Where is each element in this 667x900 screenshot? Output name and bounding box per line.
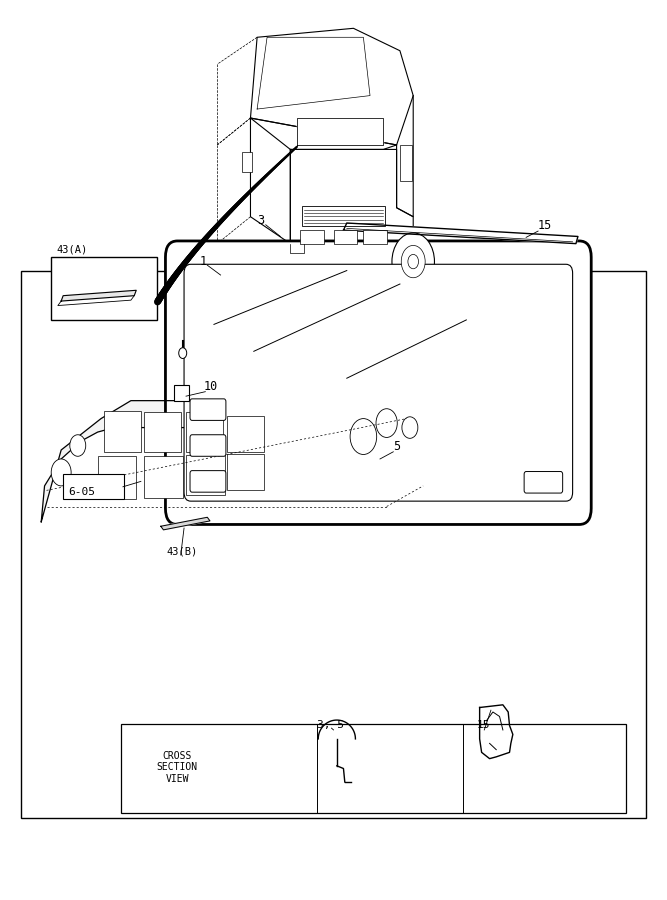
Circle shape bbox=[179, 347, 187, 358]
Bar bbox=[364, 230, 387, 244]
Bar bbox=[21, 271, 646, 818]
Bar bbox=[186, 455, 225, 495]
Polygon shape bbox=[297, 118, 384, 145]
Polygon shape bbox=[290, 149, 414, 257]
Polygon shape bbox=[251, 118, 290, 244]
Polygon shape bbox=[161, 518, 210, 530]
FancyBboxPatch shape bbox=[165, 241, 591, 525]
Text: 3, 5: 3, 5 bbox=[317, 720, 344, 730]
Polygon shape bbox=[61, 291, 136, 302]
Polygon shape bbox=[344, 223, 578, 244]
Bar bbox=[242, 152, 252, 172]
Circle shape bbox=[402, 246, 425, 278]
Bar bbox=[104, 411, 141, 452]
Bar bbox=[301, 206, 385, 226]
Polygon shape bbox=[251, 118, 397, 149]
Bar bbox=[300, 230, 323, 244]
FancyBboxPatch shape bbox=[63, 474, 124, 500]
Text: 15: 15 bbox=[476, 720, 490, 730]
Bar bbox=[144, 412, 181, 452]
Bar bbox=[400, 145, 412, 181]
Polygon shape bbox=[41, 400, 433, 522]
Text: CROSS: CROSS bbox=[163, 751, 192, 760]
FancyBboxPatch shape bbox=[190, 435, 226, 456]
Bar bbox=[97, 456, 136, 500]
Circle shape bbox=[70, 435, 86, 456]
Text: 43(A): 43(A) bbox=[57, 245, 88, 255]
FancyBboxPatch shape bbox=[184, 265, 573, 501]
Text: 6-05: 6-05 bbox=[68, 487, 95, 497]
Text: 5: 5 bbox=[394, 440, 400, 453]
Bar bbox=[334, 230, 357, 244]
Polygon shape bbox=[251, 28, 414, 145]
Text: VIEW: VIEW bbox=[165, 774, 189, 784]
Bar bbox=[121, 724, 626, 814]
Polygon shape bbox=[397, 95, 414, 217]
Bar bbox=[174, 384, 189, 400]
Bar bbox=[227, 416, 263, 452]
Bar bbox=[227, 454, 263, 490]
Text: 10: 10 bbox=[204, 380, 218, 393]
Text: 3: 3 bbox=[257, 214, 264, 227]
Bar bbox=[51, 257, 157, 320]
FancyBboxPatch shape bbox=[190, 399, 226, 420]
Bar bbox=[144, 456, 183, 498]
Text: 1: 1 bbox=[199, 256, 207, 268]
Text: 43(B): 43(B) bbox=[166, 547, 197, 557]
Circle shape bbox=[51, 459, 71, 486]
FancyBboxPatch shape bbox=[524, 472, 563, 493]
Bar bbox=[186, 412, 223, 452]
Text: 15: 15 bbox=[538, 220, 552, 232]
Circle shape bbox=[392, 233, 434, 291]
Circle shape bbox=[376, 409, 398, 437]
Circle shape bbox=[402, 417, 418, 438]
Text: SECTION: SECTION bbox=[157, 762, 198, 772]
Circle shape bbox=[350, 418, 377, 454]
FancyBboxPatch shape bbox=[190, 471, 226, 492]
Circle shape bbox=[408, 255, 418, 269]
